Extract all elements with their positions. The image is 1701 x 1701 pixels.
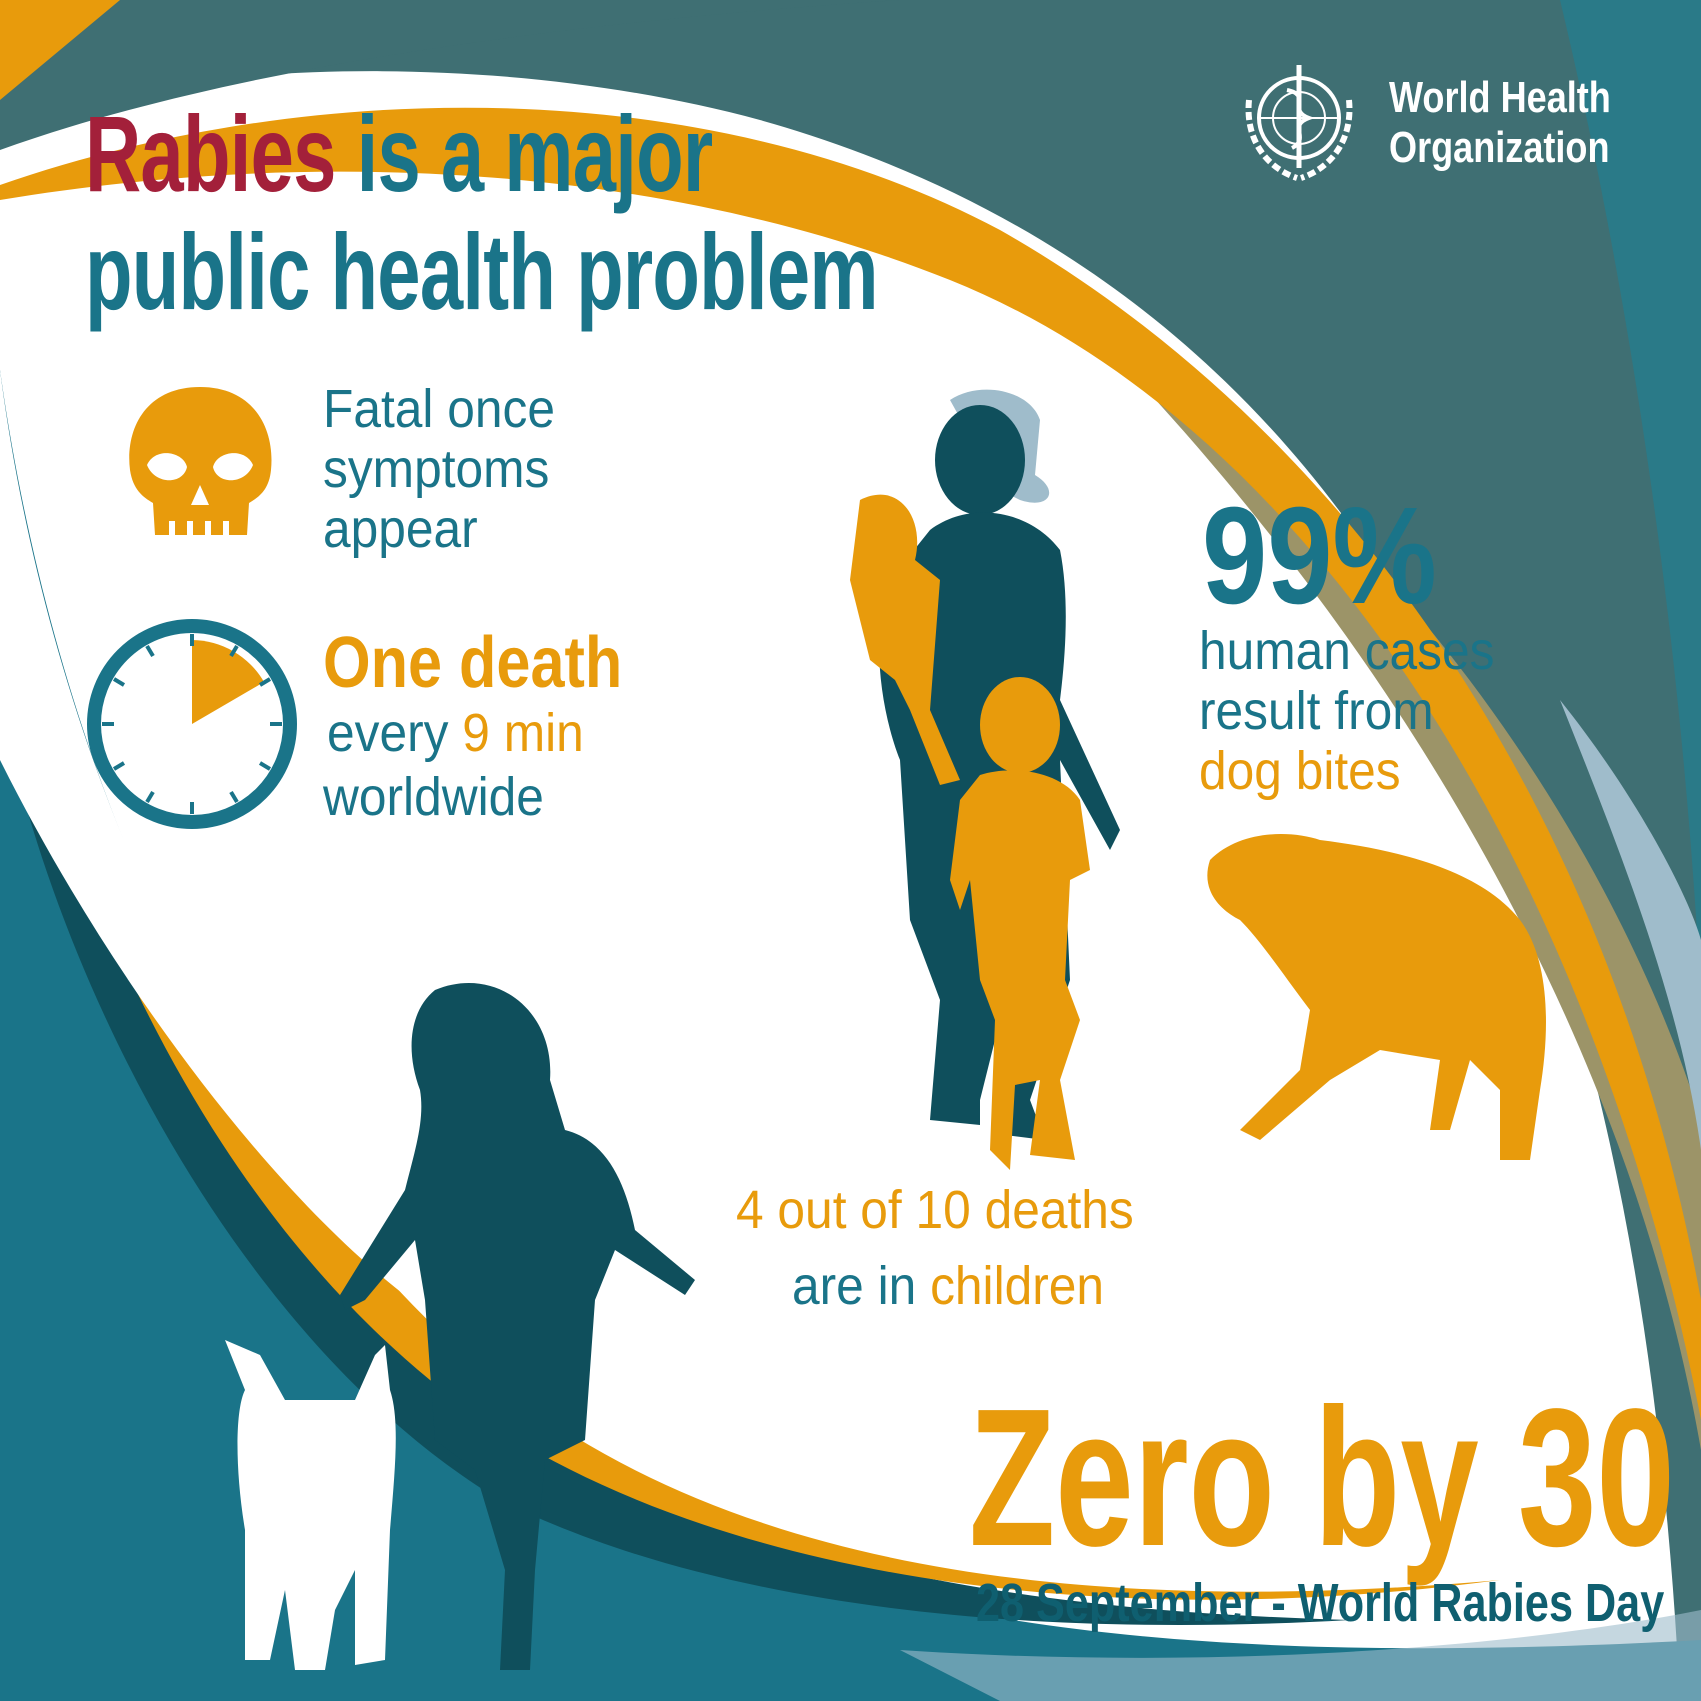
dog-silhouette xyxy=(1207,834,1546,1160)
fatal-line3: appear xyxy=(323,499,478,559)
fatal-line2: symptoms xyxy=(323,439,550,499)
dog-bites-percentage: 99% xyxy=(1202,479,1437,633)
fatal-line1: Fatal once xyxy=(323,379,555,439)
children-highlight: children xyxy=(930,1256,1105,1316)
page-title-line1: Rabies is a major xyxy=(85,100,713,208)
title-highlight: Rabies xyxy=(85,93,336,214)
death-interval: 9 min xyxy=(462,703,584,763)
girl-with-dog-silhouette xyxy=(225,983,695,1670)
who-emblem-icon xyxy=(1245,65,1353,181)
death-line2-pre: every xyxy=(327,703,463,763)
dogs-line1: human cases xyxy=(1199,621,1495,681)
death-line2: every 9 min xyxy=(327,706,584,760)
death-line3: worldwide xyxy=(323,767,544,827)
dogs-highlight: dog bites xyxy=(1199,741,1401,801)
children-line2-pre: are in xyxy=(792,1256,931,1316)
children-line2: are in children xyxy=(792,1259,1104,1313)
clock-icon xyxy=(87,619,297,829)
dogs-line2: result from xyxy=(1199,681,1434,741)
who-name-line1: World Health xyxy=(1389,73,1611,122)
campaign-slogan: Zero by 30 xyxy=(969,1368,1675,1587)
skull-icon xyxy=(129,387,272,539)
death-headline: One death xyxy=(323,623,623,703)
children-line1: 4 out of 10 deaths xyxy=(736,1180,1134,1240)
page-title-line2: public health problem xyxy=(85,211,879,332)
title-line1-rest: is a major xyxy=(335,93,714,214)
mother-children-silhouette xyxy=(850,389,1120,1170)
who-name-line2: Organization xyxy=(1389,123,1610,172)
world-rabies-day-date: 28 September - World Rabies Day xyxy=(976,1573,1665,1633)
